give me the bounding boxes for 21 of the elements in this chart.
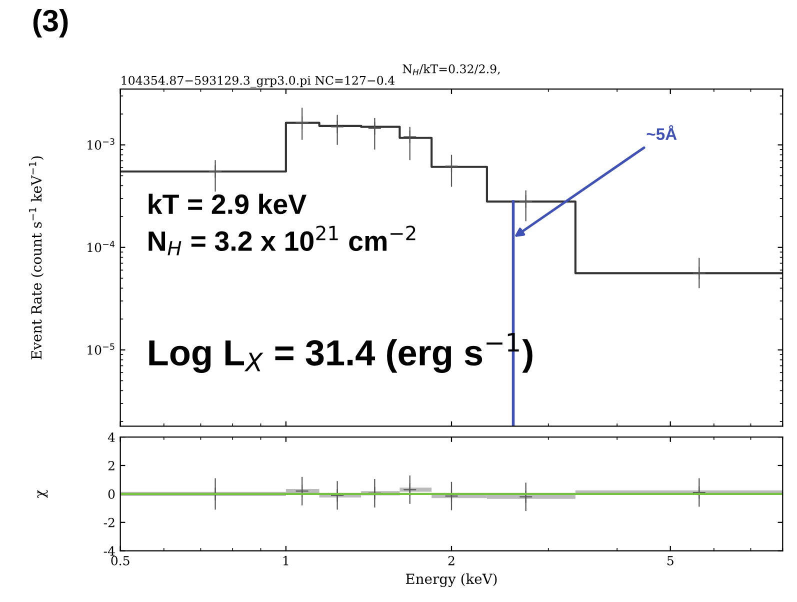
chart-title: (3) (33, 9, 68, 38)
annotation: ~5Å (646, 125, 677, 140)
x-tick-label: 0.5 (111, 556, 130, 566)
x-axis-title: Energy (keV) (406, 573, 497, 587)
annotation: kT = 2.9 keV (148, 194, 306, 214)
y-tick-label: 2 (108, 460, 114, 470)
y-tick-label: -2 (104, 518, 114, 528)
text: 104354.87−593129.3_grp3.0.pi NC=127−0.4 (122, 76, 395, 88)
y-axis-title: Event Rate (count s$^{−1}$ keV$^{−1}$) (29, 156, 44, 360)
y-tick-label: 0 (108, 489, 115, 499)
x-tick-label: 5 (667, 556, 674, 566)
x-tick-label: 2 (448, 556, 454, 566)
y-tick-label: -4 (104, 546, 115, 556)
y-tick-label: 10$^{−3}$ (88, 138, 114, 150)
y-tick-label: 10$^{−4}$ (88, 240, 115, 252)
y-axis-title: χ (37, 490, 48, 498)
y-tick-label: 10$^{−5}$ (88, 343, 114, 355)
text: N$_{H}$/kT=0.32/2.9, (402, 64, 500, 76)
x-tick-label: 1 (283, 556, 288, 566)
y-tick-label: 4 (108, 432, 115, 442)
annotation: N$_{H}$ = 3.2 x 10$^{21}$ cm$^{−2}$ (148, 226, 416, 256)
